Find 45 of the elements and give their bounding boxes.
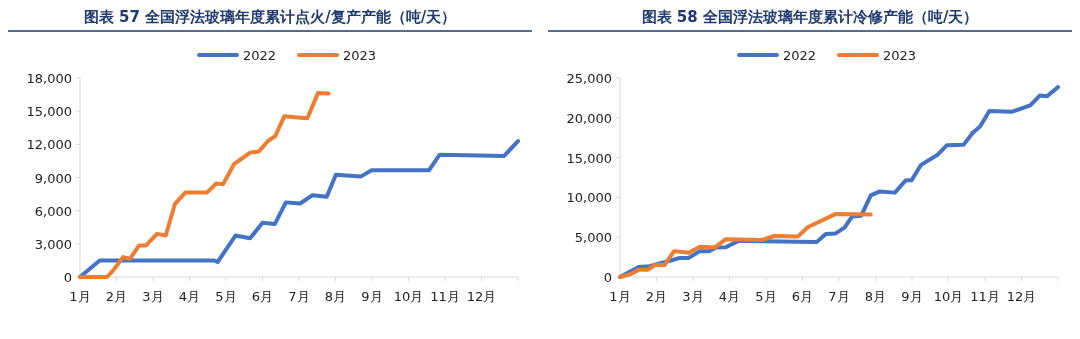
y-tick-label: 0 (63, 270, 72, 285)
y-tick-label: 6,000 (34, 203, 72, 219)
x-tick-label: 4月 (718, 289, 741, 304)
y-tick-label: 3,000 (34, 236, 72, 252)
y-tick-label: 0 (603, 270, 612, 285)
chart-title: 图表 57 全国浮法玻璃年度累计点火/复产产能（吨/天） (83, 8, 457, 26)
x-tick-label: 7月 (828, 289, 850, 304)
y-tick-label: 25,000 (566, 71, 612, 86)
legend-label: 2023 (883, 48, 917, 63)
y-tick-label: 5,000 (574, 230, 612, 246)
x-tick-label: 8月 (864, 289, 887, 304)
x-tick-label: 5月 (215, 289, 237, 304)
x-tick-label: 6月 (791, 289, 814, 304)
x-tick-label: 9月 (361, 289, 383, 304)
y-tick-label: 10,000 (566, 190, 612, 206)
x-tick-label: 1月 (609, 289, 631, 304)
x-tick-label: 1月 (69, 289, 91, 304)
x-tick-label: 8月 (324, 289, 347, 304)
y-tick-label: 15,000 (26, 104, 72, 120)
x-tick-label: 3月 (682, 289, 704, 304)
x-tick-label: 10月 (933, 289, 964, 304)
x-tick-label: 9月 (901, 289, 923, 304)
x-tick-label: 3月 (142, 289, 164, 304)
line-series (78, 90, 331, 279)
x-tick-label: 11月 (430, 289, 460, 304)
line-series (618, 212, 873, 279)
x-tick-label: 2月 (105, 289, 128, 304)
y-tick-label: 12,000 (26, 137, 72, 153)
x-tick-label: 12月 (1006, 289, 1037, 304)
x-tick-label: 2月 (645, 289, 668, 304)
chart-title: 图表 58 全国浮法玻璃年度累计冷修产能（吨/天） (641, 8, 979, 26)
y-tick-label: 18,000 (26, 71, 72, 86)
legend-label: 2023 (343, 48, 377, 63)
legend-label: 2022 (243, 48, 277, 63)
x-tick-label: 4月 (178, 289, 201, 304)
y-tick-label: 20,000 (566, 110, 612, 126)
x-tick-label: 5月 (755, 289, 777, 304)
legend-label: 2022 (783, 48, 817, 63)
y-tick-label: 9,000 (34, 170, 72, 186)
x-tick-label: 11月 (970, 289, 1000, 304)
x-tick-label: 7月 (288, 289, 310, 304)
x-tick-label: 6月 (251, 289, 274, 304)
x-tick-label: 12月 (466, 289, 497, 304)
y-tick-label: 15,000 (566, 150, 612, 166)
x-tick-label: 10月 (393, 289, 424, 304)
